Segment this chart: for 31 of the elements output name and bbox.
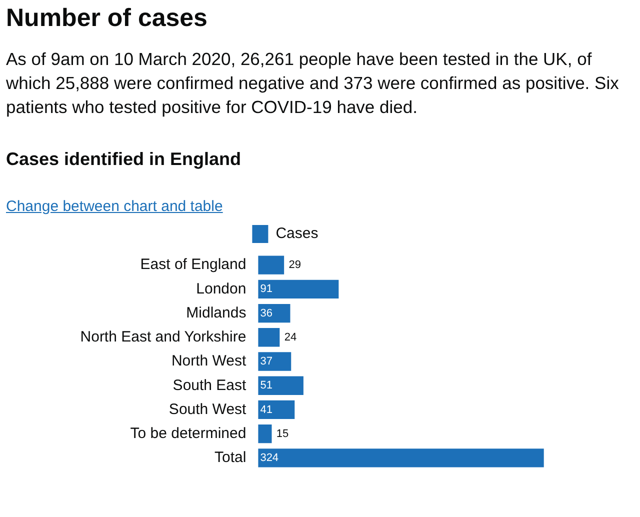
data-label: 91 [260, 283, 272, 296]
data-label: 324 [260, 452, 279, 464]
y-tick-label: South West [168, 400, 248, 418]
data-label: 51 [260, 380, 272, 392]
bar [258, 448, 544, 468]
y-tick-label: North West [171, 352, 248, 370]
bar [258, 424, 272, 444]
bar [258, 400, 295, 420]
legend-label: Cases [276, 225, 318, 242]
y-tick-label: To be determined [130, 424, 246, 442]
data-label: 36 [260, 307, 272, 320]
bar [258, 376, 304, 395]
data-label: 41 [260, 404, 272, 416]
bar [258, 328, 280, 347]
y-tick-label: East of England [140, 256, 246, 274]
chart-subtitle: As of 9am on 10 March 2020, 26,261 people have been tested in the UK, of which 25,888 were confirmed negative and 373 were confirmed as positive. Six patients who tested positive for COVID-19 have died. [6, 48, 620, 119]
text: Cases identified in England [6, 149, 242, 170]
data-label: 29 [288, 259, 301, 272]
data-label: 15 [276, 428, 289, 440]
data-label: 37 [260, 356, 272, 368]
y-tick-label: London [196, 280, 246, 298]
text: Change between chart and table [6, 198, 223, 215]
data-label: 24 [284, 331, 297, 344]
bar [258, 280, 339, 298]
y-tick-label: Midlands [186, 304, 246, 322]
y-tick-label: Total [214, 449, 246, 466]
y-tick-label: North East and Yorkshire [80, 328, 246, 346]
bar [258, 352, 292, 371]
chart-title: Number of cases [6, 4, 208, 33]
bar [258, 256, 284, 274]
y-tick-label: South East [172, 376, 248, 394]
